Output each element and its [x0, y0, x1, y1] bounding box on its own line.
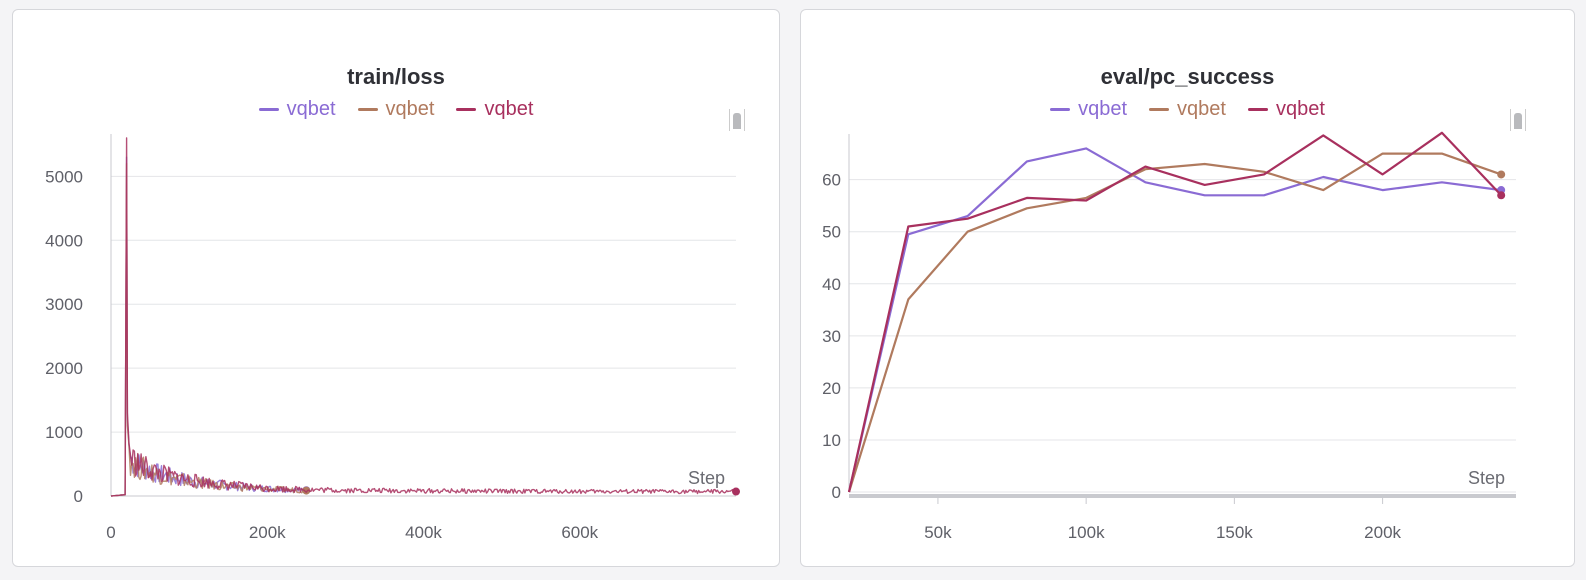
x-tick-label: 100k [1068, 523, 1105, 542]
series-line[interactable] [110, 156, 307, 497]
train-loss-panel: train/loss vqbet vqbet vqbet 0 1000 2000 30… [12, 9, 780, 567]
legend-item[interactable]: vqbet [1149, 98, 1226, 121]
x-tick-label: 150k [1216, 523, 1253, 542]
series-end-marker[interactable] [1497, 170, 1506, 179]
chart-legend: vqbet vqbet vqbet [13, 98, 779, 121]
series-line[interactable] [847, 131, 1502, 493]
y-tick-label: 4000 [45, 231, 83, 250]
legend-label: vqbet [484, 98, 534, 120]
y-tick-label: 10 [822, 431, 841, 450]
series-end-marker[interactable] [1497, 191, 1506, 200]
eval-success-panel: eval/pc_success vqbet vqbet vqbet 0 10 20 3… [800, 9, 1575, 567]
legend-item[interactable]: vqbet [1050, 98, 1127, 121]
x-tick-label: 50k [924, 523, 952, 542]
series-line[interactable] [847, 147, 1502, 493]
series-line[interactable] [110, 137, 737, 497]
chart-title: eval/pc_success [1100, 64, 1275, 89]
y-tick-label: 60 [822, 171, 841, 190]
legend-item[interactable]: vqbet [357, 98, 435, 121]
y-tick-label: 20 [822, 379, 841, 398]
y-tick-label: 5000 [45, 167, 83, 186]
chart-legend: vqbet vqbet vqbet [801, 98, 1574, 121]
legend-item[interactable]: vqbet [258, 98, 336, 121]
x-axis-label: Step [1468, 468, 1505, 488]
y-tick-label: 0 [74, 487, 83, 506]
legend-scroll-handle[interactable] [1510, 109, 1526, 131]
legend-label: vqbet [385, 98, 435, 120]
train-loss-chart: 0 1000 2000 3000 4000 5000 0 200k 400k 600k Step [45, 134, 740, 542]
series-line[interactable] [110, 162, 307, 497]
legend-item[interactable]: vqbet [1247, 98, 1325, 121]
x-tick-label: 200k [1364, 523, 1401, 542]
series-end-marker[interactable] [302, 486, 311, 495]
y-tick-label: 0 [832, 483, 841, 502]
y-tick-label: 3000 [45, 295, 83, 314]
legend-swatch [1247, 108, 1268, 111]
chart-title: train/loss [347, 64, 445, 89]
series-end-marker[interactable] [732, 487, 740, 496]
x-tick-label: 400k [405, 523, 442, 542]
legend-swatch [357, 108, 378, 111]
x-tick-label: 0 [106, 523, 115, 542]
x-tick-label: 200k [249, 523, 286, 542]
y-tick-label: 2000 [45, 359, 83, 378]
y-tick-label: 40 [822, 275, 841, 294]
y-tick-label: 50 [822, 223, 841, 242]
legend-label: vqbet [1078, 98, 1128, 120]
legend-label: vqbet [286, 98, 336, 120]
legend-swatch [258, 108, 279, 111]
y-tick-label: 30 [822, 327, 841, 346]
series-line[interactable] [847, 152, 1502, 493]
legend-swatch [456, 108, 477, 111]
legend-swatch [1050, 108, 1071, 111]
legend-scroll-handle[interactable] [729, 109, 745, 131]
legend-swatch [1149, 108, 1170, 111]
legend-item[interactable]: vqbet [456, 98, 533, 121]
legend-label: vqbet [1275, 98, 1325, 120]
x-axis-label: Step [688, 468, 725, 488]
legend-label: vqbet [1177, 98, 1226, 120]
y-tick-label: 1000 [45, 423, 83, 442]
eval-success-chart: 0 10 20 30 40 50 60 50k 100k 150k 200k Step [822, 131, 1516, 542]
x-tick-label: 600k [561, 523, 598, 542]
